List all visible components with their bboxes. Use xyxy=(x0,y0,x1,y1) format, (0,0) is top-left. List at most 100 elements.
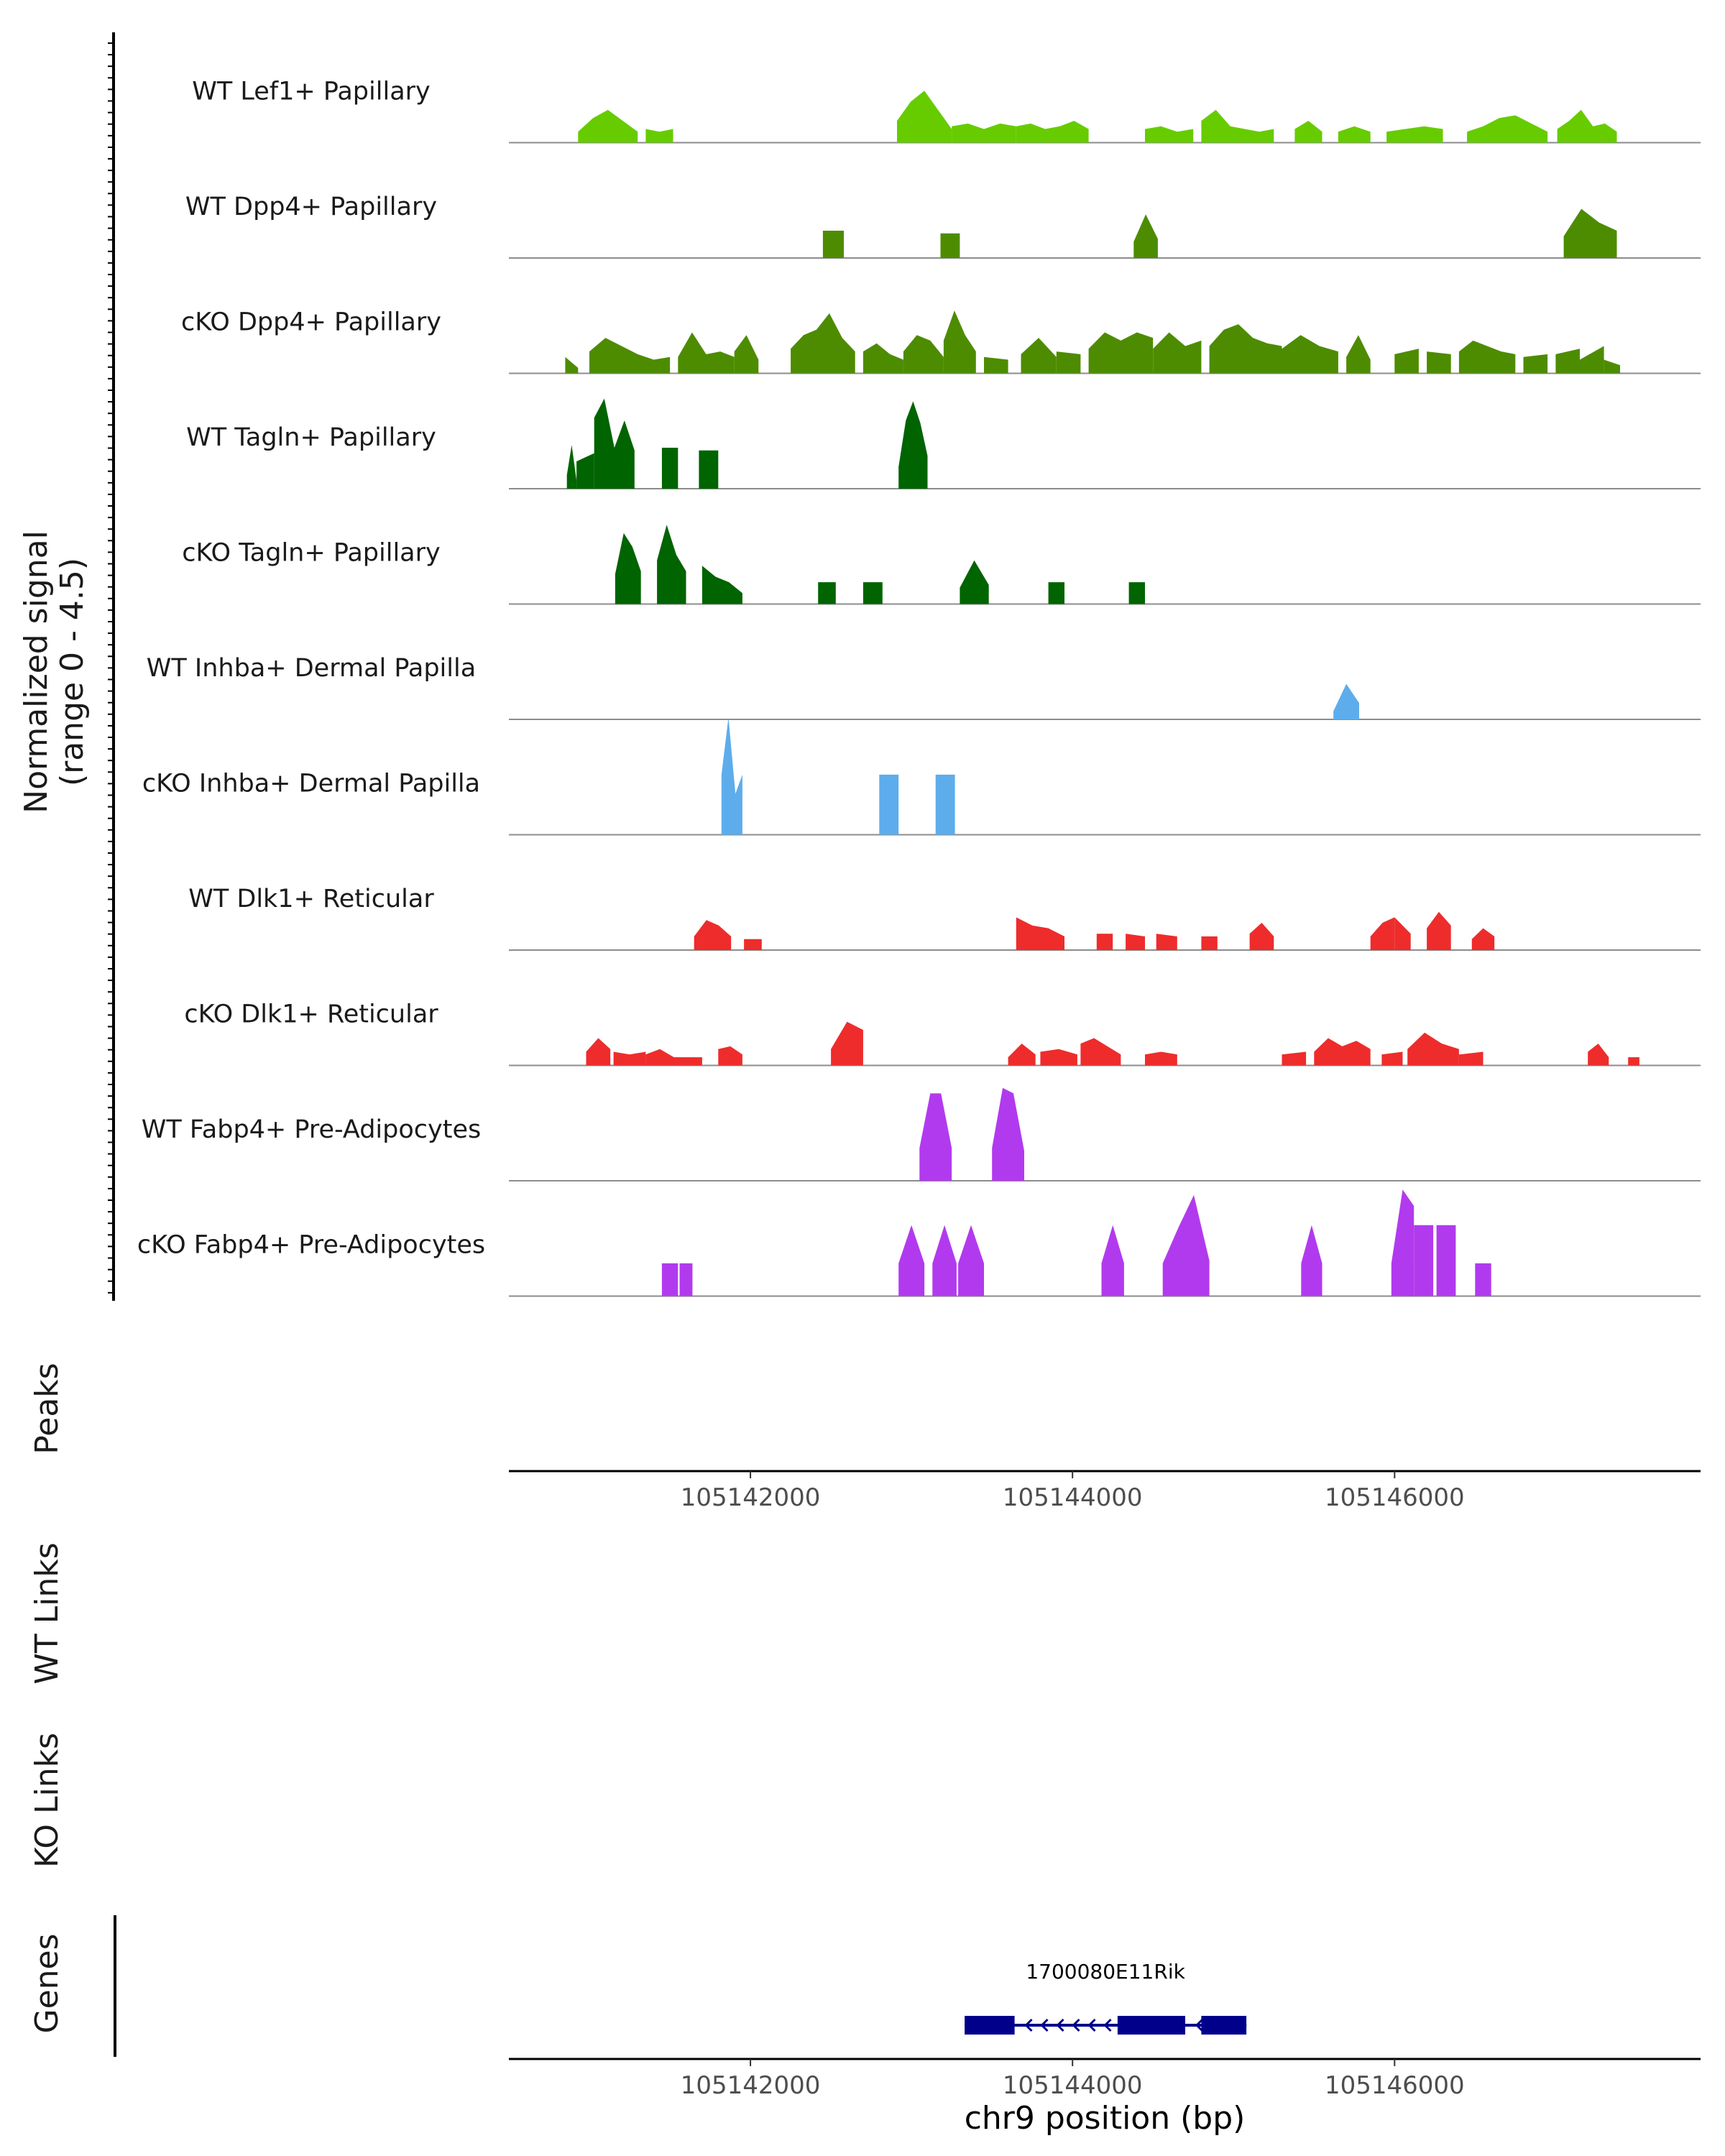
coverage-peak xyxy=(1021,338,1057,374)
coverage-peak xyxy=(679,1263,693,1296)
track-label: cKO Fabp4+ Pre-Adipocytes xyxy=(137,1231,485,1260)
coverage-peak xyxy=(1471,928,1495,950)
coverage-peak xyxy=(1407,1032,1459,1066)
coverage-peak xyxy=(1126,934,1145,950)
coverage-peak xyxy=(1201,109,1274,143)
coverage-peak xyxy=(818,582,836,604)
coverage-peak xyxy=(1294,121,1322,143)
coverage-peak xyxy=(932,1225,957,1296)
coverage-peak xyxy=(1628,1057,1639,1066)
track-label: WT Dpp4+ Papillary xyxy=(185,193,437,221)
coverage-peak xyxy=(1436,1225,1456,1296)
coverage-peak xyxy=(1394,349,1419,374)
coverage-peak xyxy=(615,533,641,604)
top-x-tick-label: 105144000 xyxy=(1003,1483,1143,1512)
bottom-x-axis: 105142000 105144000 105146000 xyxy=(509,2058,1701,2100)
track-label: WT Inhba+ Dermal Papilla xyxy=(147,654,476,683)
strand-arrow xyxy=(1056,2018,1064,2032)
coverage-peak xyxy=(1156,934,1177,950)
bottom-x-tick-label: 105142000 xyxy=(681,2071,821,2100)
coverage-peak xyxy=(1588,1044,1609,1066)
coverage-peak xyxy=(694,920,732,950)
top-x-ticks: 105142000 105144000 105146000 xyxy=(681,1471,1465,1512)
coverage-peak xyxy=(862,582,883,604)
track-label: cKO Dpp4+ Papillary xyxy=(181,308,441,337)
coverage-peak xyxy=(661,448,678,489)
strand-arrow xyxy=(1087,2018,1096,2032)
coverage-peak xyxy=(1101,1225,1124,1296)
coverage-peak xyxy=(613,1051,646,1066)
track-0: WT Lef1+ Papillary xyxy=(192,78,1701,144)
track-5: WT Inhba+ Dermal Papilla xyxy=(147,654,1701,720)
coverage-peak xyxy=(822,231,844,258)
coverage-peak xyxy=(952,123,1016,143)
coverage-peak xyxy=(1557,109,1617,143)
coverage-peak xyxy=(1391,1189,1414,1296)
coverage-peak xyxy=(1386,126,1443,143)
coverage-peak xyxy=(898,401,928,489)
track-label: WT Lef1+ Papillary xyxy=(192,78,431,106)
x-axis-title: chr9 position (bp) xyxy=(965,2100,1246,2137)
coverage-peak xyxy=(734,335,759,374)
coverage-peak xyxy=(898,1225,925,1296)
coverage-peak xyxy=(645,129,673,143)
coverage-peak xyxy=(1249,923,1274,950)
coverage-y-title-line2: (range 0 - 4.5) xyxy=(54,558,91,786)
coverage-peak xyxy=(578,109,638,143)
strand-arrow xyxy=(1103,2018,1112,2032)
coverage-peak xyxy=(1008,1044,1036,1066)
coverage-peak xyxy=(1096,934,1113,950)
coverage-peak xyxy=(1338,126,1371,143)
coverage-peak xyxy=(645,1049,702,1066)
coverage-peak xyxy=(1563,208,1617,258)
track-label: WT Dlk1+ Reticular xyxy=(188,885,434,913)
coverage-tracks: WT Lef1+ Papillary WT Dpp4+ Papillary cKO … xyxy=(137,78,1701,1297)
bottom-x-tick-label: 105144000 xyxy=(1003,2071,1143,2100)
top-x-tick-label: 105142000 xyxy=(681,1483,821,1512)
coverage-peak xyxy=(984,356,1008,374)
coverage-peak xyxy=(1080,1038,1121,1066)
coverage-peak xyxy=(1040,1049,1077,1066)
coverage-peak xyxy=(1394,917,1411,950)
coverage-peak xyxy=(935,774,955,835)
coverage-peak xyxy=(897,91,952,143)
gene-label: 1700080E11Rik xyxy=(1026,1960,1185,1984)
gene-exon xyxy=(1201,2016,1247,2035)
track-7: WT Dlk1+ Reticular xyxy=(188,885,1701,951)
track-8: cKO Dlk1+ Reticular xyxy=(184,1000,1701,1067)
coverage-y-axis xyxy=(108,32,115,1301)
coverage-peak xyxy=(721,717,742,835)
coverage-peak xyxy=(1016,917,1064,950)
coverage-peak xyxy=(1153,332,1202,374)
coverage-peak xyxy=(1282,335,1338,374)
track-2: cKO Dpp4+ Papillary xyxy=(181,308,1701,374)
gene-exon xyxy=(1117,2016,1185,2035)
track-4: cKO Tagln+ Papillary xyxy=(182,525,1701,605)
coverage-peak xyxy=(1145,126,1194,143)
bottom-x-tick-label: 105146000 xyxy=(1325,2071,1465,2100)
top-x-tick-label: 105146000 xyxy=(1325,1483,1465,1512)
coverage-peak xyxy=(960,560,989,604)
coverage-peak xyxy=(661,1263,678,1296)
coverage-peak xyxy=(903,335,944,374)
track-label: cKO Dlk1+ Reticular xyxy=(184,1000,438,1029)
coverage-peak xyxy=(594,398,635,489)
gene-exon xyxy=(965,2016,1015,2035)
coverage-peak xyxy=(940,233,960,258)
track-label: cKO Inhba+ Dermal Papilla xyxy=(142,770,480,798)
peaks-panel-label: Peaks xyxy=(29,1363,65,1454)
coverage-peak xyxy=(1301,1225,1322,1296)
coverage-peak xyxy=(1467,115,1548,143)
coverage-peak xyxy=(831,1021,863,1066)
top-x-axis: 105142000 105144000 105146000 xyxy=(509,1470,1701,1512)
strand-arrow xyxy=(1195,2018,1204,2032)
coverage-peak xyxy=(1427,351,1451,374)
coverage-peak xyxy=(1128,582,1145,604)
coverage-peak xyxy=(1088,332,1154,374)
coverage-peak xyxy=(1555,349,1580,374)
coverage-peak xyxy=(576,453,594,489)
coverage-peak xyxy=(718,1046,742,1066)
coverage-peak xyxy=(879,774,899,835)
coverage-peak xyxy=(565,356,579,374)
